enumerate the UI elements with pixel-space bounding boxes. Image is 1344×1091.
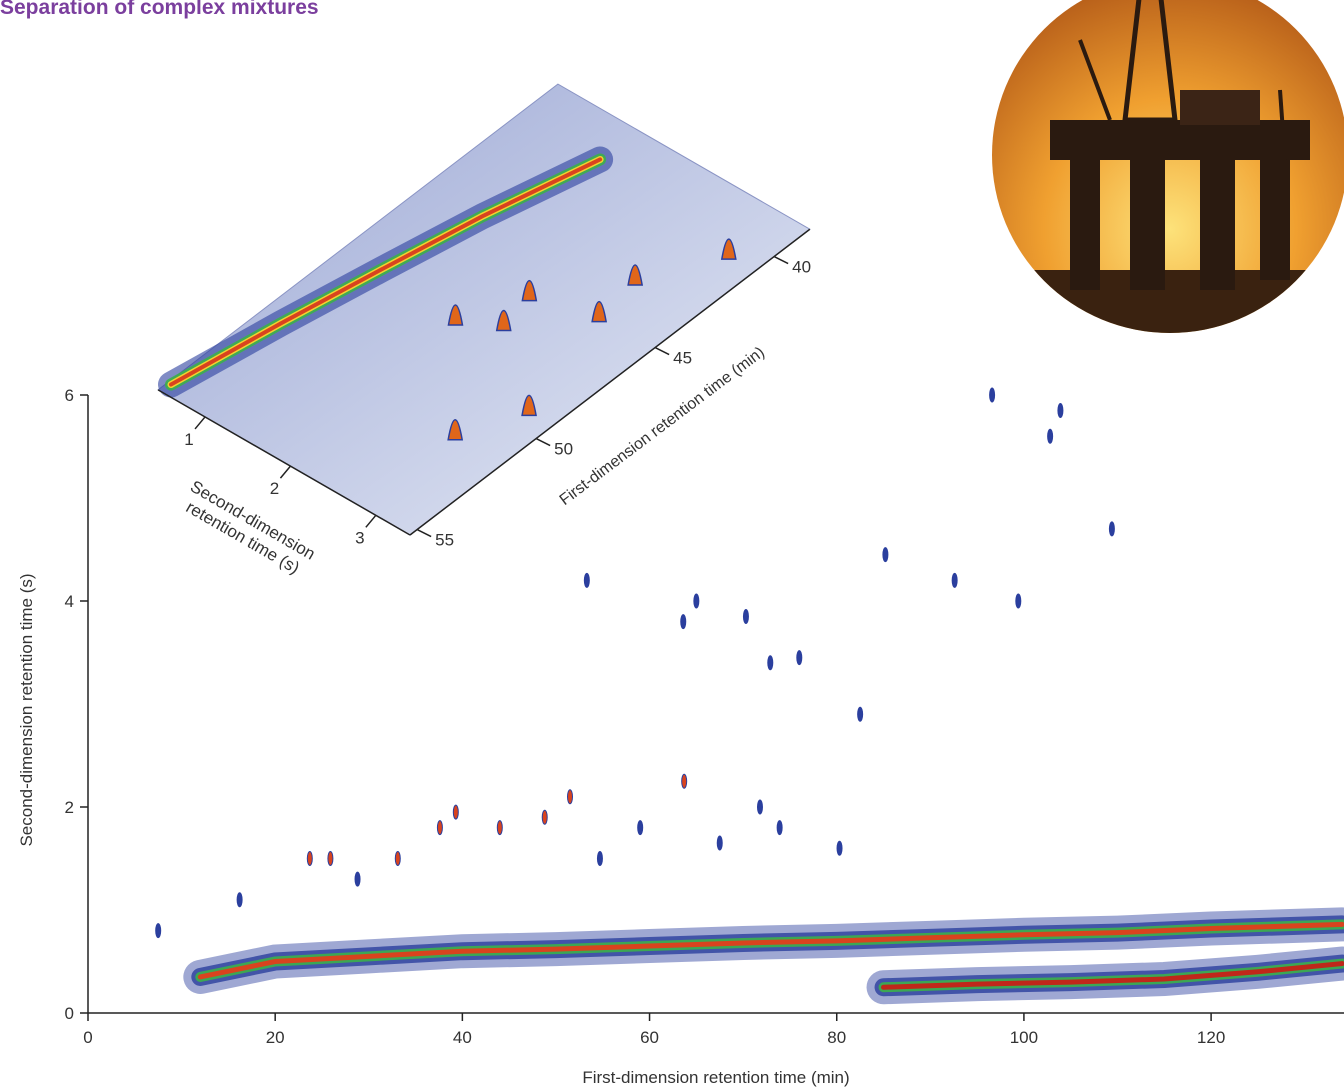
spot xyxy=(796,650,803,666)
spot xyxy=(857,706,864,722)
x-axis-label: First-dimension retention time (min) xyxy=(582,1068,849,1087)
spot xyxy=(693,593,700,609)
spot xyxy=(541,809,548,825)
spot xyxy=(306,851,313,866)
y-axis xyxy=(157,389,411,536)
spot xyxy=(1015,593,1022,609)
x-tick-label: 20 xyxy=(266,1028,285,1047)
spot xyxy=(1047,428,1054,444)
y-tick-label: 1 xyxy=(184,430,193,449)
inset-chart: 1 2 3 40 45 50 55 Second-dimensionretention tim… xyxy=(157,83,811,581)
peak xyxy=(720,238,737,260)
spot xyxy=(354,871,361,887)
spot xyxy=(756,799,763,815)
x-tick xyxy=(654,346,670,356)
y-tick xyxy=(279,465,292,479)
x-tick xyxy=(773,255,789,265)
spot xyxy=(767,655,774,671)
y-tick xyxy=(194,416,206,430)
peak xyxy=(521,279,538,302)
y-tick xyxy=(365,514,377,528)
spot xyxy=(596,851,603,866)
x-tick-label: 100 xyxy=(1010,1028,1038,1047)
spot xyxy=(583,572,590,588)
spot xyxy=(989,387,996,403)
spot xyxy=(742,608,749,624)
x-tick-label: 60 xyxy=(640,1028,659,1047)
spot xyxy=(637,820,644,836)
y-tick-label: 4 xyxy=(65,592,74,611)
spot xyxy=(1108,521,1115,537)
x-tick-label: 45 xyxy=(673,349,692,368)
main-chart: 0 20 40 60 80 100 120 0 2 4 6 First-dimension reten… xyxy=(17,386,1344,1087)
spot xyxy=(155,923,162,939)
spot xyxy=(681,773,688,789)
peak xyxy=(447,419,464,441)
y-tick-label: 2 xyxy=(65,798,74,817)
spot xyxy=(882,547,889,563)
x-tick-label: 50 xyxy=(554,440,573,459)
spot xyxy=(452,804,459,820)
oil-rig-photo xyxy=(992,0,1344,333)
spot xyxy=(1057,402,1064,418)
x-axis xyxy=(409,228,811,536)
peak xyxy=(591,300,608,323)
spot xyxy=(680,614,687,630)
band xyxy=(197,921,1344,980)
spot xyxy=(836,840,843,856)
y-axis-label: Second-dimensionretention time (s) xyxy=(177,477,318,581)
x-tick xyxy=(416,528,432,538)
chart-title: Separation of complex mixtures xyxy=(0,0,319,19)
spot xyxy=(327,851,334,866)
x-tick-label: 0 xyxy=(83,1028,92,1047)
spot xyxy=(436,820,443,836)
spot xyxy=(394,851,401,866)
surface-plane xyxy=(157,83,811,536)
peak xyxy=(521,394,537,417)
spot xyxy=(716,835,723,851)
x-tick-label: 55 xyxy=(435,531,454,550)
x-tick-label: 40 xyxy=(792,258,811,277)
spot xyxy=(236,892,243,908)
band xyxy=(881,961,1344,990)
spot xyxy=(951,572,958,588)
x-tick-label: 120 xyxy=(1197,1028,1225,1047)
peak xyxy=(447,304,464,326)
y-tick-label: 0 xyxy=(65,1004,74,1023)
y-axis-label: Second-dimension retention time (s) xyxy=(17,573,36,846)
spot xyxy=(776,820,783,836)
spot xyxy=(496,820,503,836)
x-tick-label: 40 xyxy=(453,1028,472,1047)
peak xyxy=(627,264,644,286)
x-tick-label: 80 xyxy=(827,1028,846,1047)
spot xyxy=(566,789,573,805)
ridge xyxy=(169,157,603,387)
peak xyxy=(495,309,512,332)
x-tick xyxy=(535,437,551,447)
y-tick-label: 2 xyxy=(270,479,279,498)
y-tick-label: 6 xyxy=(65,386,74,405)
y-tick-label: 3 xyxy=(355,528,364,547)
